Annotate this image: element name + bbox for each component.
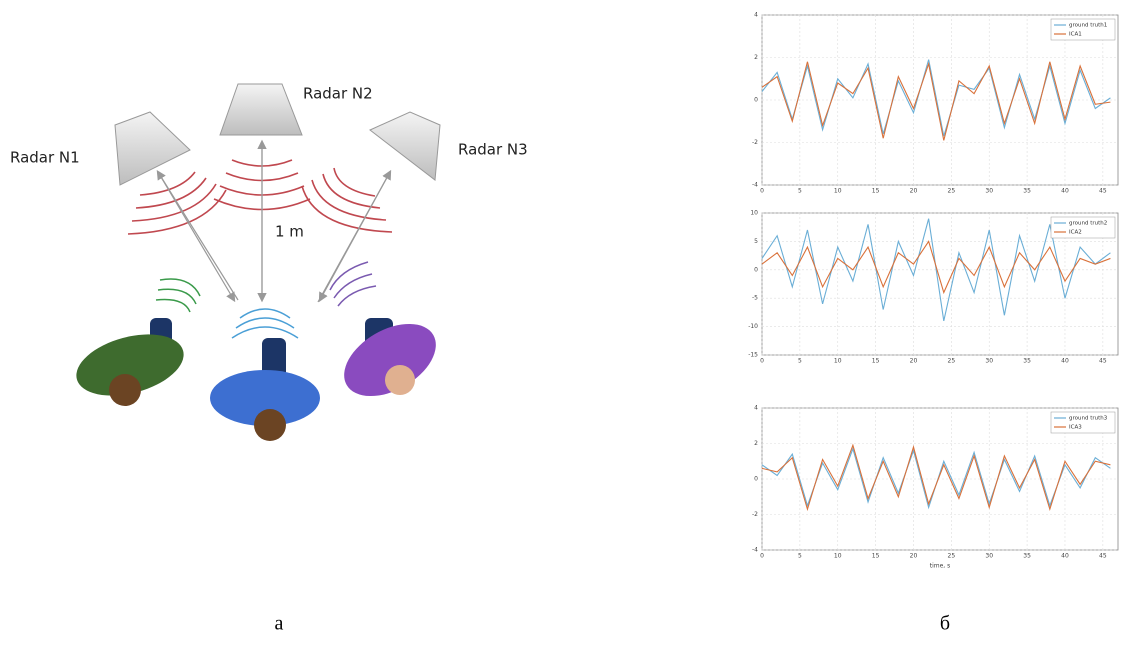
caption: б (940, 613, 950, 635)
y-tick-label: -2 (752, 139, 758, 146)
x-tick-label: 0 (760, 358, 764, 365)
x-tick-label: 5 (798, 188, 802, 195)
y-tick-label: 2 (754, 440, 758, 447)
legend-label: ICA3 (1069, 425, 1082, 431)
x-tick-label: 10 (834, 358, 842, 365)
person-purple (344, 318, 436, 397)
x-tick-label: 5 (798, 358, 802, 365)
x-tick-label: 5 (798, 553, 802, 560)
y-tick-label: -4 (752, 547, 758, 554)
legend-label: ICA1 (1069, 32, 1082, 38)
legend-label: ground truth2 (1069, 221, 1107, 227)
y-tick-label: 0 (754, 97, 758, 104)
x-tick-label: 25 (948, 553, 956, 560)
radar-1 (114, 111, 191, 186)
y-tick-label: 5 (754, 238, 758, 245)
y-tick-label: 4 (754, 405, 758, 412)
x-tick-label: 25 (948, 358, 956, 365)
x-tick-label: 45 (1099, 553, 1107, 560)
caption: а (275, 613, 284, 635)
x-tick-label: 35 (1023, 358, 1031, 365)
radar-3 (369, 111, 441, 181)
x-tick-label: 10 (834, 188, 842, 195)
y-tick-label: 2 (754, 54, 758, 61)
data-line (761, 443, 1111, 512)
x-tick-label: 15 (872, 188, 880, 195)
radar-label: Radar N1 (10, 149, 80, 167)
x-tick-label: 0 (760, 553, 764, 560)
arrows (156, 139, 392, 303)
x-tick-label: 10 (834, 553, 842, 560)
data-line (761, 240, 1111, 295)
y-tick-label: -5 (752, 295, 758, 302)
x-tick-label: 30 (985, 553, 993, 560)
person-blue (210, 338, 320, 441)
y-tick-label: 10 (750, 210, 758, 217)
y-tick-label: -15 (748, 352, 758, 359)
radar-2 (219, 83, 303, 136)
y-tick-label: 0 (754, 266, 758, 273)
x-tick-label: 30 (985, 188, 993, 195)
x-tick-label: 35 (1023, 553, 1031, 560)
x-tick-label: 20 (910, 553, 918, 560)
person-green (76, 318, 184, 406)
y-tick-label: 0 (754, 476, 758, 483)
x-tick-label: 20 (910, 188, 918, 195)
legend-box (1050, 18, 1116, 41)
distance-label: 1 m (275, 223, 304, 241)
x-tick-label: 40 (1061, 188, 1069, 195)
legend-box (1050, 216, 1116, 239)
x-tick-label: 25 (948, 188, 956, 195)
radar-label: Radar N3 (458, 141, 528, 159)
y-tick-label: -2 (752, 511, 758, 518)
body-waves (155, 261, 377, 339)
legend-label: ground truth1 (1069, 23, 1107, 29)
radar-label: Radar N2 (303, 85, 373, 103)
x-tick-label: 15 (872, 553, 880, 560)
radar-waves (127, 159, 393, 235)
y-tick-label: -10 (748, 323, 758, 330)
data-line (761, 59, 1111, 137)
y-tick-label: 4 (754, 12, 758, 19)
x-tick-label: 20 (910, 358, 918, 365)
x-axis-label: time, s (930, 563, 951, 570)
diagram: Radar N1 Radar N2 Radar N3 1 m (10, 83, 528, 441)
legend-label: ground truth3 (1069, 416, 1108, 422)
x-tick-label: 0 (760, 188, 764, 195)
legend-label: ICA2 (1069, 230, 1082, 236)
x-tick-label: 40 (1061, 358, 1069, 365)
data-line (761, 61, 1111, 141)
x-tick-label: 15 (872, 358, 880, 365)
x-tick-label: 45 (1099, 358, 1107, 365)
x-tick-label: 30 (985, 358, 993, 365)
y-tick-label: -4 (752, 182, 758, 189)
x-tick-label: 45 (1099, 188, 1107, 195)
x-tick-label: 40 (1061, 553, 1069, 560)
legend-box (1050, 411, 1116, 434)
x-tick-label: 35 (1023, 188, 1031, 195)
